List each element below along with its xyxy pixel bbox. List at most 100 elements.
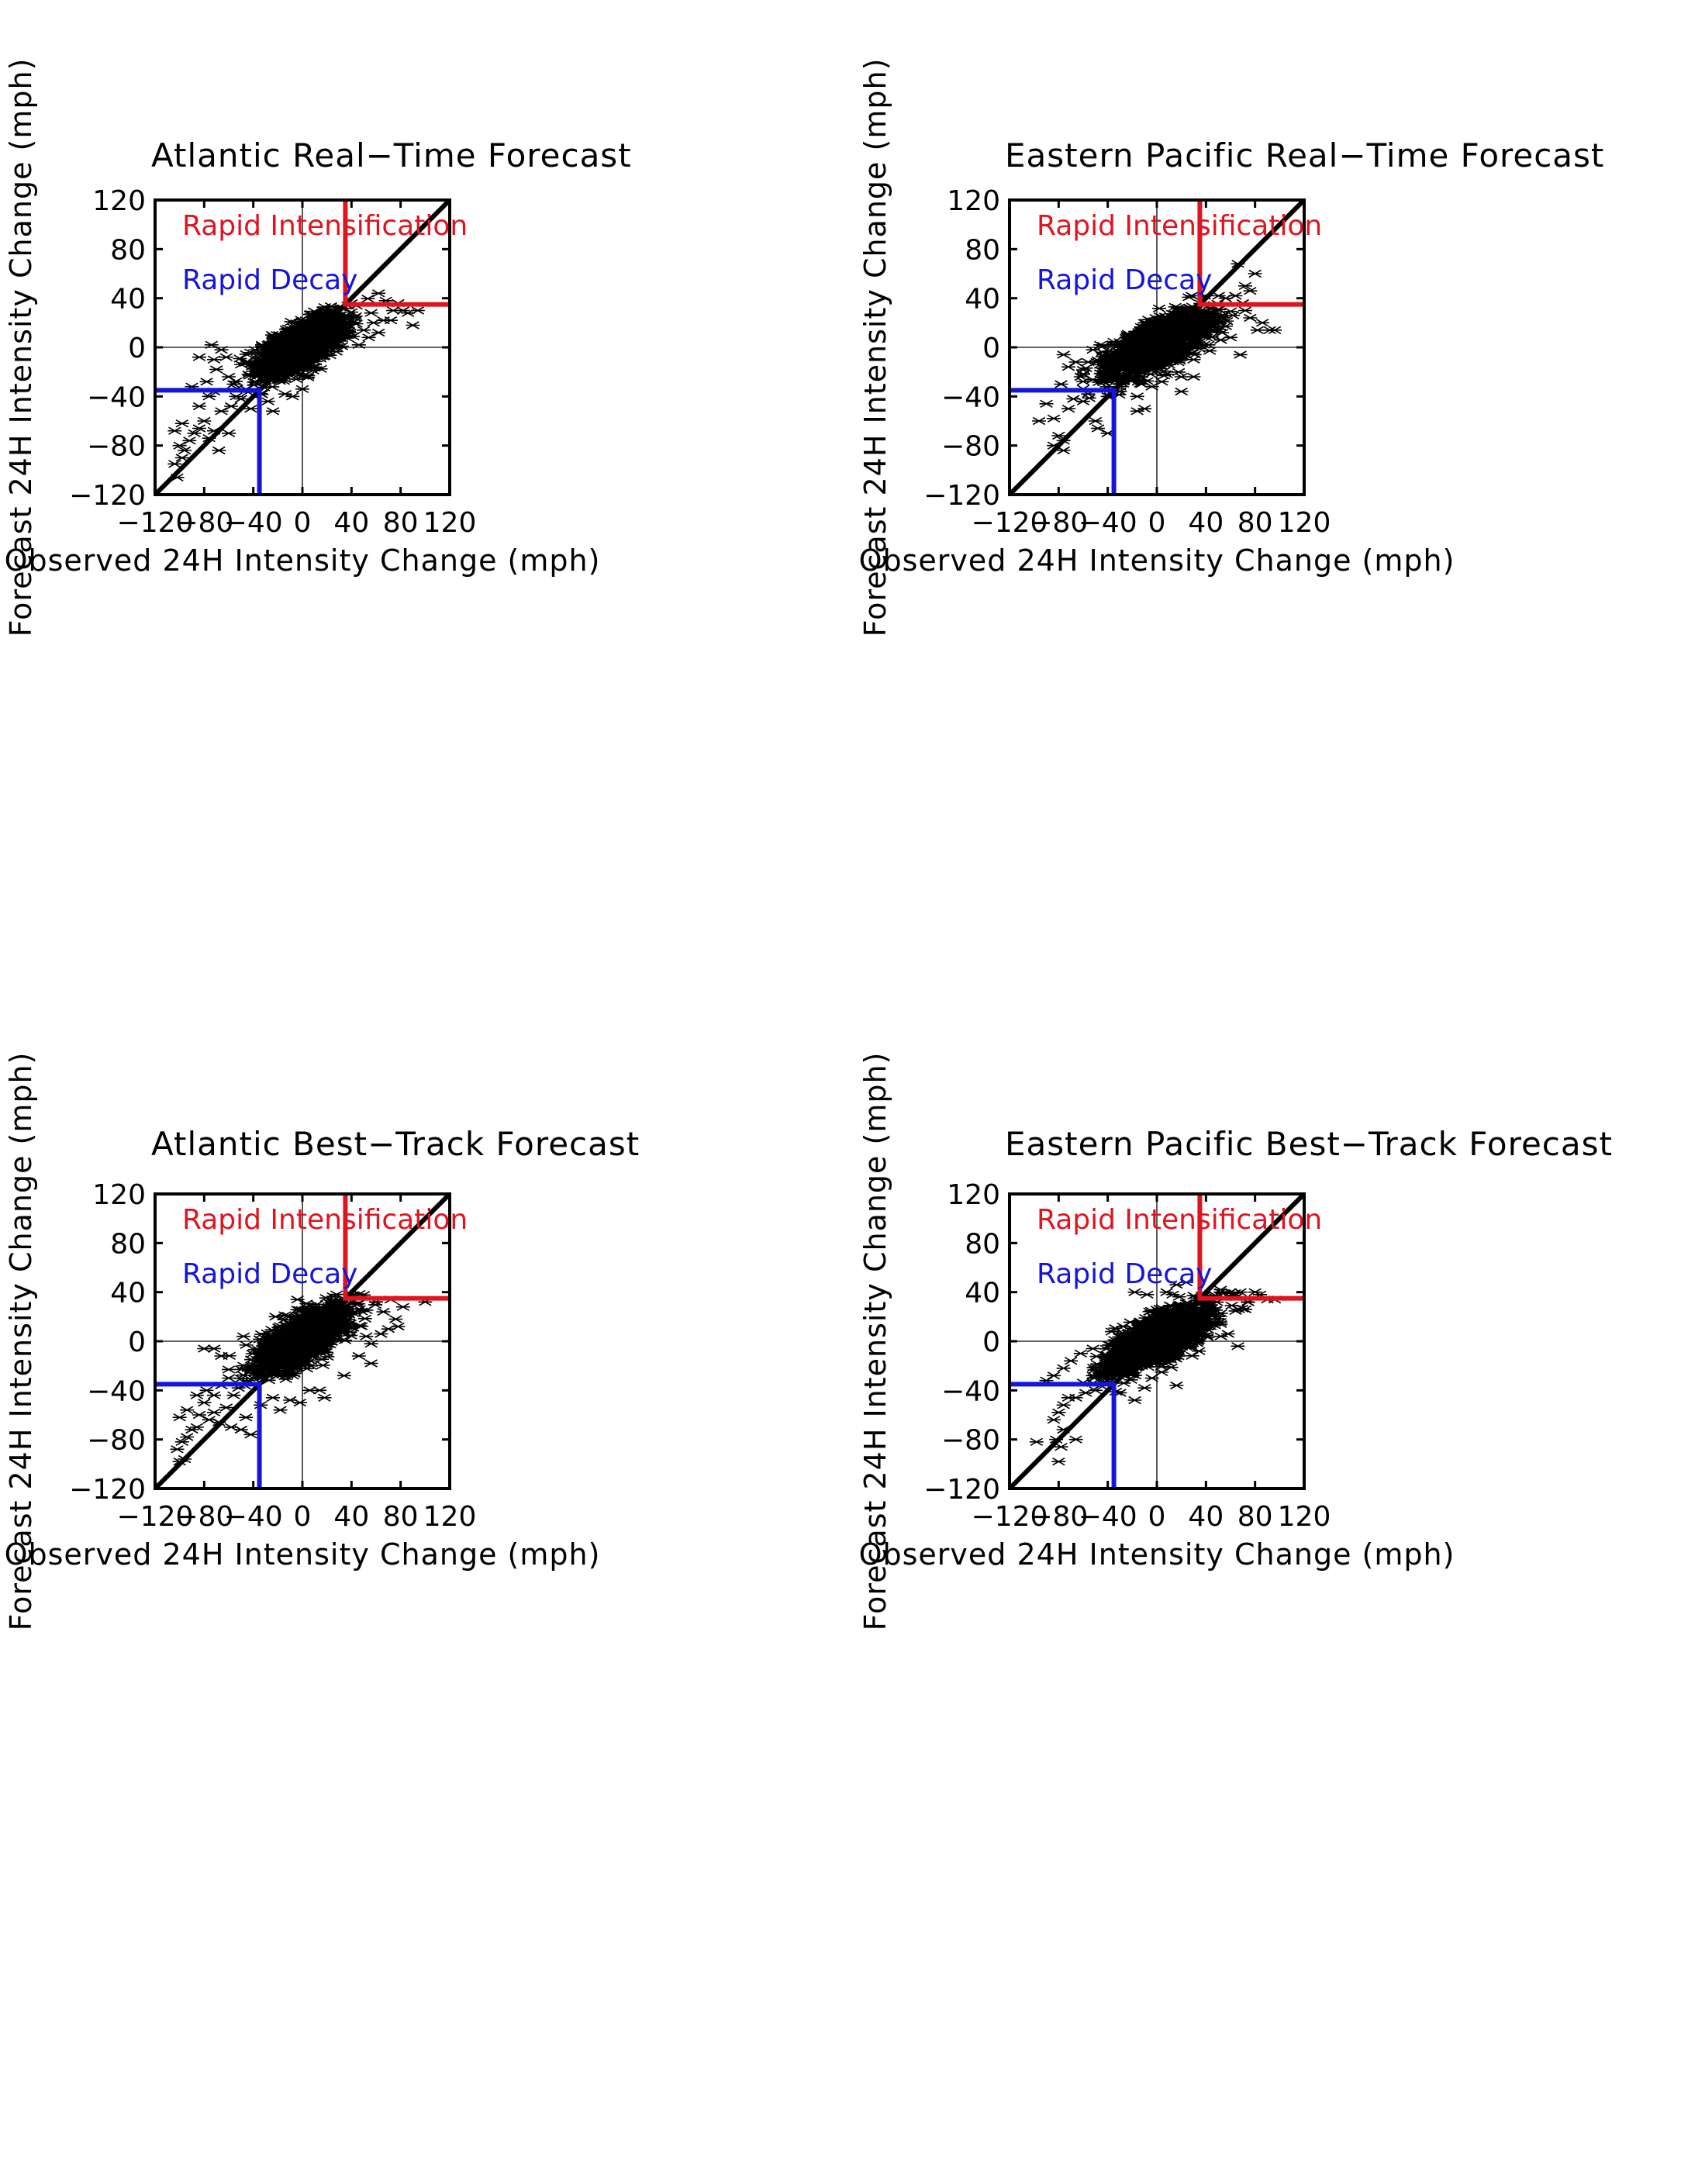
panel-atlantic-best-track: Atlantic Best−Track Forecast −120−120−80… — [4, 1052, 639, 1631]
data-point-outlier — [406, 321, 420, 329]
data-point — [1076, 365, 1090, 374]
data-point-outlier — [371, 289, 386, 298]
data-point-outlier — [197, 416, 212, 426]
data-point — [289, 374, 304, 384]
x-tick-label: 40 — [1188, 507, 1224, 539]
x-tick-label: −40 — [224, 507, 283, 539]
data-point-outlier — [1250, 326, 1265, 335]
data-point — [292, 370, 307, 378]
y-axis-label: Forecast 24H Intensity Change (mph) — [858, 58, 892, 637]
data-point-outlier — [212, 446, 226, 455]
data-point-outlier — [364, 309, 378, 317]
data-point-outlier — [366, 319, 381, 327]
data-point-outlier — [1255, 319, 1270, 327]
data-point-outlier — [1056, 350, 1071, 359]
data-point-outlier — [1174, 387, 1189, 396]
data-point-outlier — [1137, 404, 1152, 413]
data-point-outlier — [209, 365, 224, 374]
data-point-outlier — [1130, 392, 1144, 401]
data-point-outlier — [261, 397, 275, 405]
data-point — [265, 330, 280, 340]
x-tick-label: 80 — [383, 507, 419, 539]
data-point-outlier — [1186, 355, 1201, 364]
data-point-outlier — [1088, 416, 1103, 426]
y-axis-label: Forecast 24H Intensity Change (mph) — [4, 58, 38, 637]
data-point-outlier — [1061, 404, 1075, 413]
panel-eastern-pacific-real-time: Eastern Pacific Real−Time Forecast −120 −… — [858, 58, 1604, 637]
data-point — [357, 1314, 372, 1323]
data-point — [222, 1365, 236, 1374]
data-point-outlier — [1061, 363, 1075, 371]
data-point-outlier — [1054, 380, 1068, 388]
data-point — [1076, 377, 1090, 386]
data-point-outlier — [222, 372, 236, 381]
data-point-outlier — [361, 333, 376, 342]
data-point-outlier — [167, 460, 182, 468]
data-point-outlier — [1238, 306, 1252, 315]
x-tick-label: 120 — [1278, 507, 1331, 539]
x-axis-label: Observed 24H Intensity Change (mph) — [859, 543, 1455, 578]
data-point-outlier — [219, 353, 233, 361]
y-tick-label: −80 — [87, 431, 146, 463]
y-tick-label: −80 — [941, 431, 1000, 463]
data-point-outlier — [182, 436, 197, 445]
chart-title: Atlantic Real−Time Forecast — [151, 136, 632, 174]
chart-title: Eastern Pacific Real−Time Forecast — [1005, 136, 1604, 174]
data-point-outlier — [384, 316, 398, 325]
data-point — [239, 1340, 254, 1350]
legend-rapid-decay: Rapid Decay — [1037, 264, 1212, 296]
data-point-outlier — [1032, 416, 1046, 426]
y-tick-label: 120 — [947, 185, 1000, 217]
y-tick-label: 80 — [110, 234, 146, 266]
data-point-outlier — [1213, 336, 1228, 344]
data-point-outlier — [1076, 397, 1090, 405]
data-point-outlier — [1068, 357, 1083, 367]
data-point-outlier — [199, 378, 214, 386]
reference-lines — [153, 198, 452, 497]
data-point-outlier — [1039, 399, 1054, 409]
data-point — [239, 350, 254, 359]
x-axis-label: Observed 24H Intensity Change (mph) — [5, 543, 601, 578]
reference-lines — [1007, 198, 1306, 497]
data-point — [354, 1322, 369, 1330]
data-point — [1152, 304, 1167, 312]
data-point-outlier — [167, 426, 182, 435]
y-tick-label: 120 — [92, 185, 146, 217]
y-tick-label: −120 — [69, 480, 146, 512]
data-point-outlier — [192, 402, 206, 411]
y-tick-label: 40 — [110, 284, 146, 316]
legend-rapid-intensification: Rapid Intensification — [1037, 210, 1322, 242]
data-point-outlier — [1081, 357, 1096, 367]
y-tick-label: 80 — [965, 234, 1000, 266]
legend-rapid-decay: Rapid Decay — [182, 264, 357, 296]
data-point-outlier — [224, 402, 239, 411]
panel-atlantic-real-time: Atlantic Real−Time Forecast −120−120−80−… — [4, 58, 632, 637]
legend-rapid-intensification: Rapid Intensification — [182, 210, 468, 242]
data-point-outlier — [192, 353, 206, 361]
x-tick-label: 120 — [423, 507, 477, 539]
data-point-outlier — [1186, 372, 1201, 381]
x-tick-label: 80 — [1237, 507, 1273, 539]
data-point-outlier — [266, 407, 280, 416]
data-point-outlier — [386, 306, 401, 315]
y-tick-label: −40 — [87, 381, 146, 413]
y-tick-label: 0 — [982, 333, 1000, 364]
y-tick-label: 40 — [965, 284, 1000, 316]
data-point-outlier — [1248, 269, 1262, 278]
x-tick-label: 40 — [333, 507, 369, 539]
data-point-outlier — [1243, 313, 1258, 323]
data-point — [301, 373, 316, 381]
data-point-outlier — [1047, 414, 1061, 423]
y-tick-label: −120 — [923, 480, 1000, 512]
x-tick-label: −40 — [1079, 507, 1137, 539]
data-point-outlier — [357, 326, 371, 335]
scatter-points — [170, 1289, 433, 1466]
data-point-outlier — [285, 392, 300, 401]
data-point-outlier — [1233, 350, 1248, 359]
scatter-points — [167, 289, 425, 482]
data-point — [316, 1361, 330, 1370]
data-point-outlier — [410, 306, 425, 315]
data-point-outlier — [174, 419, 189, 428]
x-tick-label: 0 — [1148, 507, 1166, 539]
